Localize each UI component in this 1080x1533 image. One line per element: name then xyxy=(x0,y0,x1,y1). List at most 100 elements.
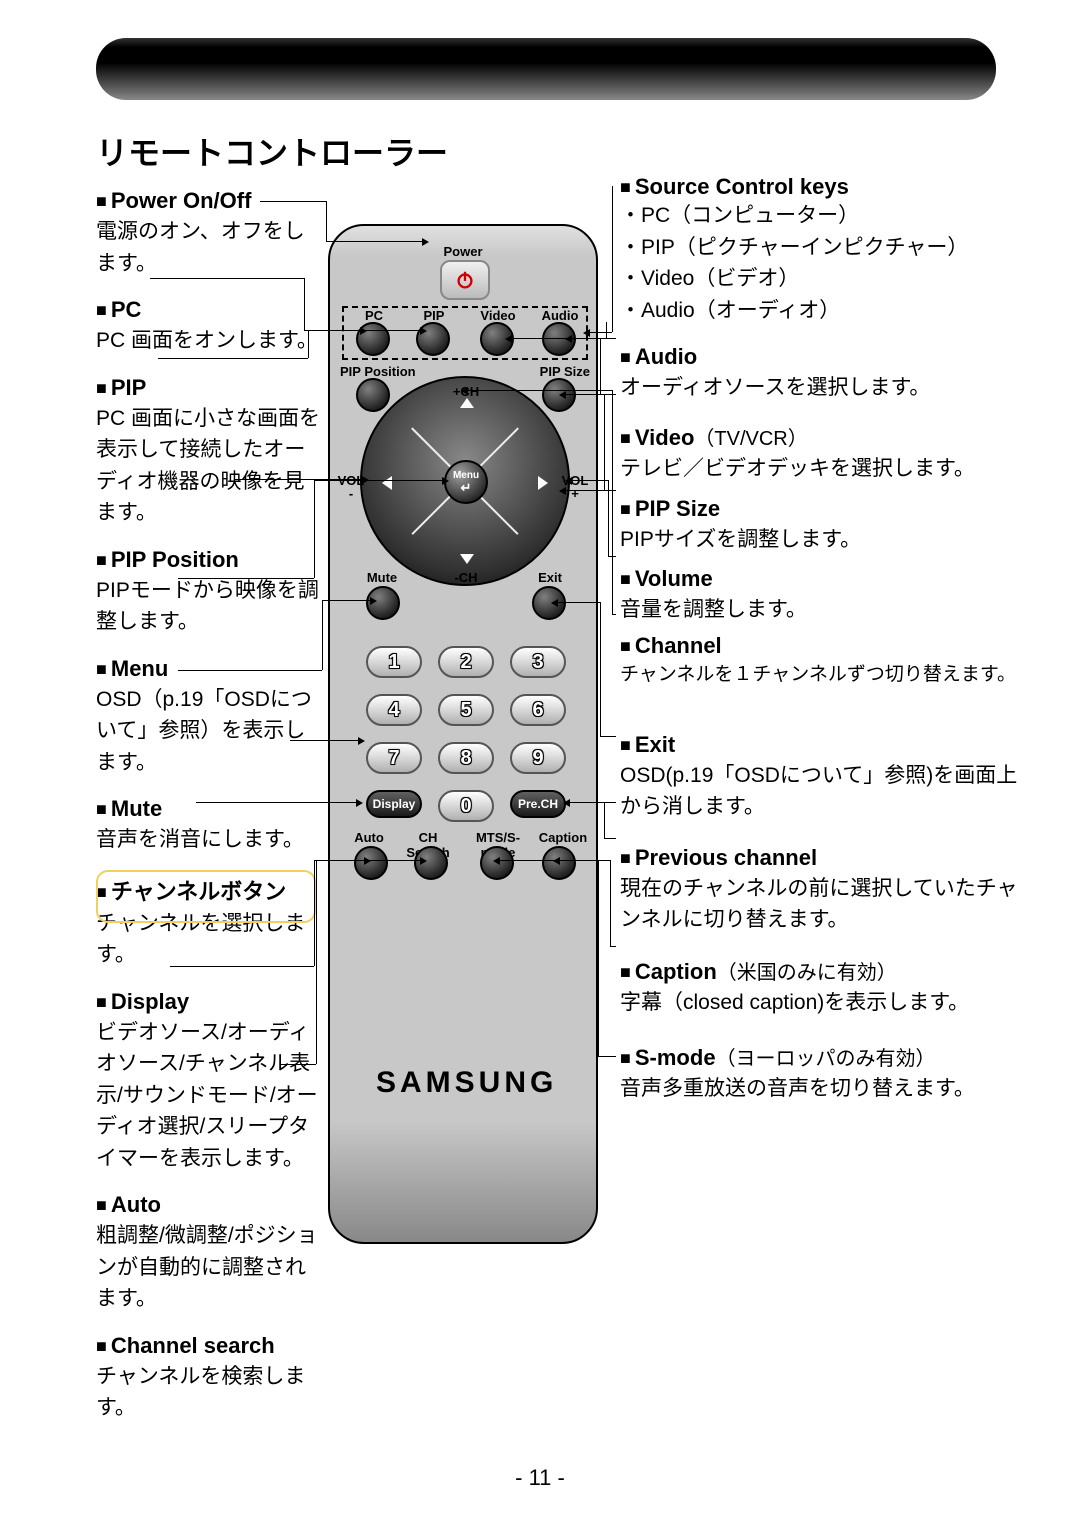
leader-caption-v xyxy=(610,860,611,946)
caption-label: Caption xyxy=(536,830,590,845)
item-volume: ■Volume 音量を調整します。 xyxy=(620,566,1020,626)
leader-volume-h xyxy=(572,480,608,481)
leader-mute xyxy=(178,670,322,671)
menu-button[interactable]: Menu ↵ xyxy=(444,460,488,504)
leader-pip-h2 xyxy=(308,330,420,331)
leader-menu xyxy=(178,578,314,579)
item-pip: ■PIP PC 画面に小さな画面を表示して接続したオーディオ機器の映像を見ます。 xyxy=(96,375,321,529)
item-caption: ■Caption（米国のみに有効） 字幕（closed caption)を表示し… xyxy=(620,956,1020,1019)
leader-channel-h xyxy=(468,390,612,391)
right-column: ■Source Control keys ・PC（コンピューター） ・PIP（ピ… xyxy=(620,174,1020,1123)
num-2-button[interactable]: 2 xyxy=(438,646,494,678)
auto-button[interactable] xyxy=(354,846,388,880)
item-source-control: ■Source Control keys ・PC（コンピューター） ・PIP（ピ… xyxy=(620,174,1020,326)
num-0-button[interactable]: 0 xyxy=(438,790,494,822)
pc-key-label: PC xyxy=(354,308,394,323)
item-channel-search: ■Channel search チャンネルを検索します。 xyxy=(96,1333,321,1424)
ch-minus-label: -CH xyxy=(444,570,488,585)
leader-pc-v xyxy=(304,278,305,330)
item-video: ■Video（TV/VCR） テレビ／ビデオデッキを選択します。 xyxy=(620,422,1020,485)
item-auto: ■Auto 粗調整/微調整/ポジションが自動的に調整されます。 xyxy=(96,1192,321,1315)
dpad-right-icon[interactable] xyxy=(538,476,548,490)
item-audio: ■Audio オーディオソースを選択します。 xyxy=(620,344,1020,404)
power-label: Power xyxy=(330,244,596,259)
leader-smode-h xyxy=(500,860,598,861)
mute-label: Mute xyxy=(362,570,402,585)
leader-channel xyxy=(612,614,616,615)
leader-pipsize-v xyxy=(604,394,605,490)
leader-power-h2 xyxy=(326,241,422,242)
num-6-button[interactable]: 6 xyxy=(510,694,566,726)
leader-auto-v xyxy=(314,860,315,966)
leader-pip xyxy=(158,358,308,359)
display-button[interactable]: Display xyxy=(366,790,422,818)
pip-position-button[interactable] xyxy=(356,378,390,412)
highlight-oval xyxy=(96,870,316,923)
leader-source-v xyxy=(612,186,613,332)
leader-video-h xyxy=(512,338,616,339)
page-title: リモートコントローラー xyxy=(96,128,448,174)
exit-label: Exit xyxy=(530,570,570,585)
power-button[interactable] xyxy=(440,260,490,300)
dpad-left-icon[interactable] xyxy=(382,476,392,490)
leader-chsearch-h2 xyxy=(316,860,420,861)
video-key-label: Video xyxy=(478,308,518,323)
item-smode: ■S-mode（ヨーロッパのみ有効） 音声多重放送の音声を切り替えます。 xyxy=(620,1042,1020,1105)
item-exit: ■Exit OSD(p.19「OSDについて」参照)を画面上から消します。 xyxy=(620,732,1020,823)
prech-button[interactable]: Pre.CH xyxy=(510,790,566,818)
auto-label: Auto xyxy=(346,830,392,845)
pip-size-label: PIP Size xyxy=(530,364,590,379)
leader-power-v xyxy=(326,201,327,241)
leader-pc xyxy=(150,278,304,279)
item-pip-size: ■PIP Size PIPサイズを調整します。 xyxy=(620,496,1020,556)
leader-menu-h2 xyxy=(314,480,442,481)
item-menu: ■Menu OSD（p.19「OSDについて」参照）を表示します。 xyxy=(96,656,321,779)
item-channel: ■Channel チャンネルを１チャンネルずつ切り替えます。 xyxy=(620,633,1020,690)
num-8-button[interactable]: 8 xyxy=(438,742,494,774)
num-9-button[interactable]: 9 xyxy=(510,742,566,774)
leader-pip-v xyxy=(308,330,309,358)
item-pip-position: ■PIP Position PIPモードから映像を調整します。 xyxy=(96,547,321,638)
leader-chsearch xyxy=(280,1064,316,1065)
item-previous-channel: ■Previous channel 現在のチャンネルの前に選択していたチャンネル… xyxy=(620,845,1020,936)
item-mute: ■Mute 音声を消音にします。 xyxy=(96,796,321,856)
pip-position-label: PIP Position xyxy=(340,364,420,379)
leader-source-h xyxy=(590,332,612,333)
page-number: - 11 - xyxy=(515,1465,565,1491)
leader-smode-h2 xyxy=(598,1056,616,1057)
leader-chsearch-v xyxy=(316,860,317,1064)
leader-auto xyxy=(170,966,314,967)
leader-smode-v xyxy=(598,860,599,1056)
header-bar xyxy=(96,38,996,100)
pip-key-label: PIP xyxy=(414,308,454,323)
num-5-button[interactable]: 5 xyxy=(438,694,494,726)
dpad-up-icon[interactable] xyxy=(460,398,474,408)
leader-menu-v xyxy=(314,480,315,578)
leader-audio-v xyxy=(606,322,607,338)
brand-logo: SAMSUNG xyxy=(376,1066,557,1100)
item-display: ■Display ビデオソース/オーディオソース/チャンネル表示/サウンドモード… xyxy=(96,989,321,1175)
enter-icon: ↵ xyxy=(461,481,472,494)
leader-prech-v xyxy=(604,802,605,838)
leader-prech-h2 xyxy=(604,838,616,839)
audio-key-label: Audio xyxy=(540,308,580,323)
leader-prech-h xyxy=(570,802,616,803)
leader-power xyxy=(260,201,326,202)
leader-chbtn xyxy=(290,740,358,741)
left-column: ■Power On/Off 電源のオン、オフをします。 ■PC PC 画面をオン… xyxy=(96,188,321,1442)
leader-exit-h2 xyxy=(600,736,616,737)
num-1-button[interactable]: 1 xyxy=(366,646,422,678)
num-7-button[interactable]: 7 xyxy=(366,742,422,774)
item-pc: ■PC PC 画面をオンします。 xyxy=(96,297,321,357)
dpad-down-icon[interactable] xyxy=(460,554,474,564)
leader-video-v xyxy=(600,338,601,394)
num-3-button[interactable]: 3 xyxy=(510,646,566,678)
leader-volume-v xyxy=(608,480,609,556)
num-4-button[interactable]: 4 xyxy=(366,694,422,726)
leader-pipsize-h2 xyxy=(566,394,616,395)
exit-button[interactable] xyxy=(532,586,566,620)
leader-exit-v xyxy=(600,602,601,736)
leader-exit-h xyxy=(558,602,600,603)
power-icon xyxy=(454,269,476,291)
leader-channel-v xyxy=(612,390,613,614)
